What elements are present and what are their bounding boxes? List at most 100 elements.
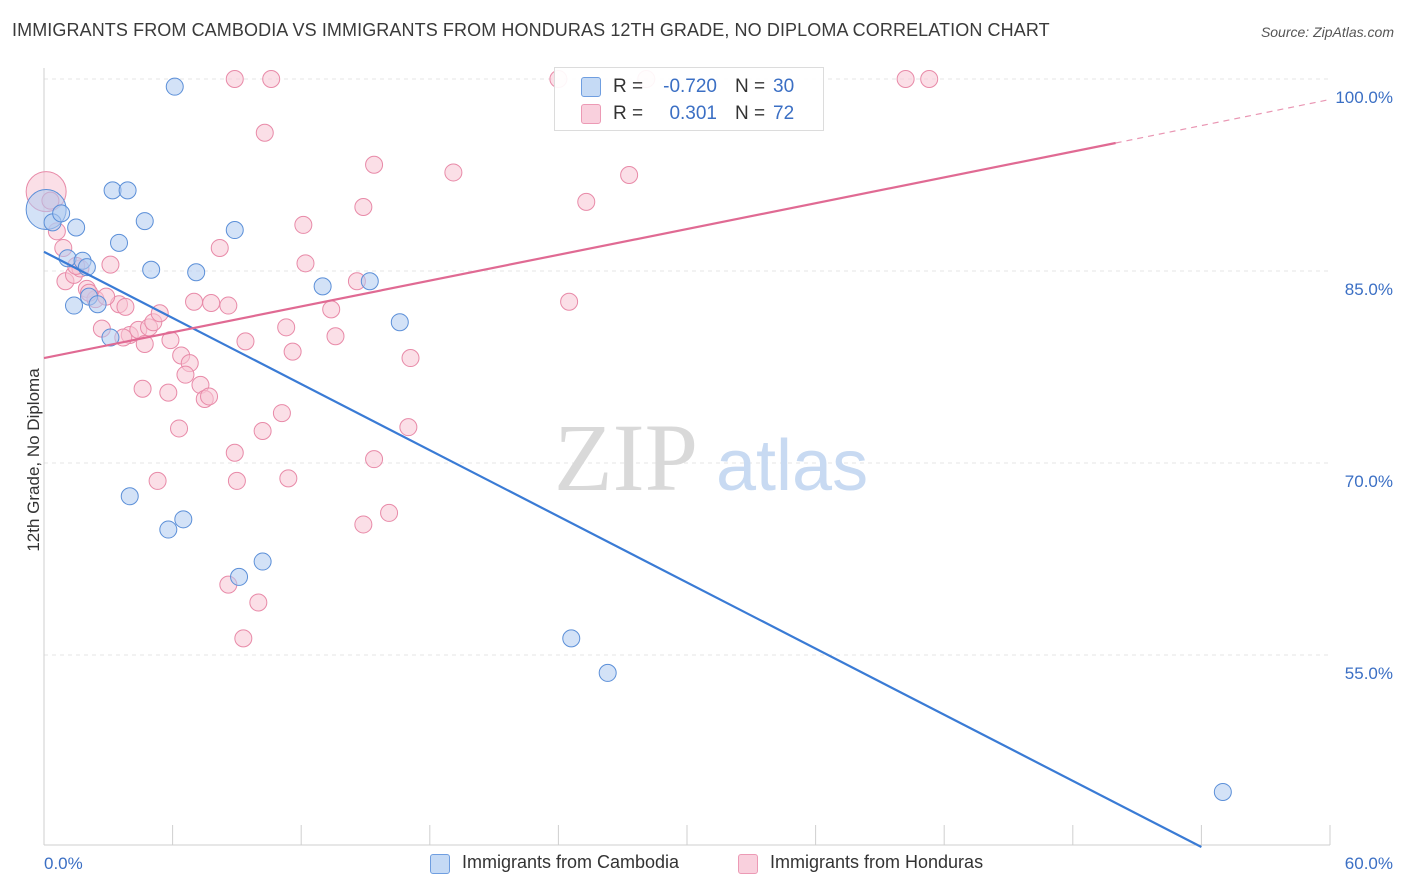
honduras-point bbox=[170, 419, 189, 438]
cambodia-point bbox=[165, 77, 184, 96]
bottom-legend-swatch-honduras bbox=[738, 854, 758, 874]
honduras-point bbox=[272, 404, 291, 423]
cambodia-point bbox=[313, 277, 332, 296]
cambodia-point bbox=[1213, 782, 1232, 801]
honduras-point bbox=[253, 422, 272, 440]
honduras-point bbox=[283, 342, 302, 361]
y-tick-label: 70.0% bbox=[1345, 472, 1393, 491]
legend-swatch-honduras bbox=[581, 104, 601, 124]
honduras-point bbox=[176, 365, 195, 384]
honduras-point bbox=[255, 123, 274, 142]
honduras-point bbox=[560, 292, 579, 311]
y-tick-label: 100.0% bbox=[1335, 88, 1393, 107]
legend-r-label: R = bbox=[613, 76, 644, 97]
bottom-legend-label-honduras: Immigrants from Honduras bbox=[770, 852, 984, 872]
stats-legend: R = -0.720 N = 30 R = 0.301 N = 72 bbox=[554, 67, 824, 131]
honduras-point bbox=[399, 418, 418, 437]
series-honduras-points bbox=[25, 70, 939, 648]
cambodia-point bbox=[225, 221, 244, 240]
legend-n-value: 72 bbox=[773, 103, 795, 124]
y-tick-label: 55.0% bbox=[1345, 664, 1393, 683]
cambodia-point bbox=[67, 218, 86, 237]
series-cambodia-points bbox=[25, 77, 1232, 801]
watermark-atlas: atlas bbox=[716, 426, 868, 506]
legend-row-honduras: R = 0.301 N = 72 bbox=[555, 101, 823, 127]
honduras-point bbox=[200, 387, 219, 406]
honduras-point bbox=[294, 215, 313, 234]
honduras-point bbox=[277, 318, 296, 337]
tick-labels: 55.0% 70.0% 85.0% 100.0% 0.0% 60.0% bbox=[44, 88, 1393, 873]
honduras-point bbox=[236, 332, 255, 351]
honduras-point bbox=[202, 294, 221, 312]
cambodia-point bbox=[390, 313, 409, 332]
cambodia-point bbox=[142, 260, 161, 279]
honduras-point bbox=[365, 450, 384, 469]
cambodia-point bbox=[598, 663, 617, 682]
honduras-point bbox=[279, 469, 298, 488]
x-tick-label: 0.0% bbox=[44, 854, 83, 873]
honduras-point bbox=[296, 254, 315, 273]
honduras-point bbox=[234, 629, 253, 648]
legend-r-value: -0.720 bbox=[663, 76, 717, 97]
cambodia-point bbox=[110, 233, 129, 252]
honduras-point bbox=[620, 166, 639, 184]
cambodia-point bbox=[120, 487, 139, 506]
honduras-point bbox=[185, 292, 204, 311]
cambodia-point bbox=[187, 263, 206, 282]
watermark: ZIP atlas bbox=[554, 404, 868, 511]
legend-swatch-cambodia bbox=[581, 77, 601, 97]
honduras-point bbox=[101, 255, 120, 274]
honduras-point bbox=[444, 163, 463, 182]
cambodia-point bbox=[103, 181, 122, 200]
honduras-point bbox=[225, 443, 244, 462]
watermark-zip: ZIP bbox=[554, 404, 698, 511]
bottom-legend-label-cambodia: Immigrants from Cambodia bbox=[462, 852, 680, 872]
legend-n-label: N = bbox=[735, 76, 766, 97]
honduras-point bbox=[133, 379, 152, 398]
honduras-point bbox=[896, 70, 915, 88]
honduras-point bbox=[365, 155, 384, 174]
honduras-point bbox=[354, 515, 373, 534]
source-label: Source: ZipAtlas.com bbox=[1260, 24, 1394, 40]
honduras-trend-extension bbox=[1115, 98, 1331, 144]
bottom-legend-swatch-cambodia bbox=[430, 854, 450, 874]
honduras-point bbox=[148, 471, 167, 490]
honduras-point bbox=[219, 296, 238, 315]
x-tick-label: 60.0% bbox=[1345, 854, 1393, 873]
honduras-point bbox=[577, 192, 596, 211]
honduras-point bbox=[262, 70, 281, 88]
honduras-point bbox=[116, 297, 135, 316]
cambodia-point bbox=[88, 295, 107, 314]
honduras-point bbox=[249, 593, 268, 612]
trend-lines bbox=[43, 98, 1331, 848]
honduras-point bbox=[326, 327, 345, 346]
cambodia-point bbox=[253, 552, 272, 571]
cambodia-point bbox=[52, 204, 71, 223]
y-axis-label: 12th Grade, No Diploma bbox=[24, 368, 43, 552]
honduras-point bbox=[920, 70, 939, 88]
legend-n-value: 30 bbox=[773, 76, 795, 97]
honduras-point bbox=[159, 383, 178, 402]
cambodia-point bbox=[360, 272, 379, 291]
honduras-point bbox=[322, 300, 341, 319]
cambodia-point bbox=[230, 567, 249, 586]
legend-r-label: R = bbox=[613, 103, 644, 124]
cambodia-point bbox=[159, 520, 178, 539]
cambodia-point bbox=[562, 629, 581, 648]
cambodia-point bbox=[65, 296, 84, 315]
honduras-trend-line bbox=[43, 141, 1116, 360]
cambodia-point bbox=[118, 181, 137, 200]
cambodia-point bbox=[174, 510, 193, 529]
legend-r-value: 0.301 bbox=[669, 103, 717, 124]
y-tick-label: 85.0% bbox=[1345, 280, 1393, 299]
chart-title: IMMIGRANTS FROM CAMBODIA VS IMMIGRANTS F… bbox=[12, 20, 1050, 40]
honduras-point bbox=[401, 349, 420, 368]
honduras-point bbox=[210, 238, 229, 257]
cambodia-point bbox=[135, 212, 154, 231]
honduras-point bbox=[225, 70, 244, 88]
legend-row-cambodia: R = -0.720 N = 30 bbox=[555, 74, 823, 100]
honduras-point bbox=[354, 198, 373, 216]
honduras-point bbox=[380, 503, 399, 522]
legend-n-label: N = bbox=[735, 103, 766, 124]
